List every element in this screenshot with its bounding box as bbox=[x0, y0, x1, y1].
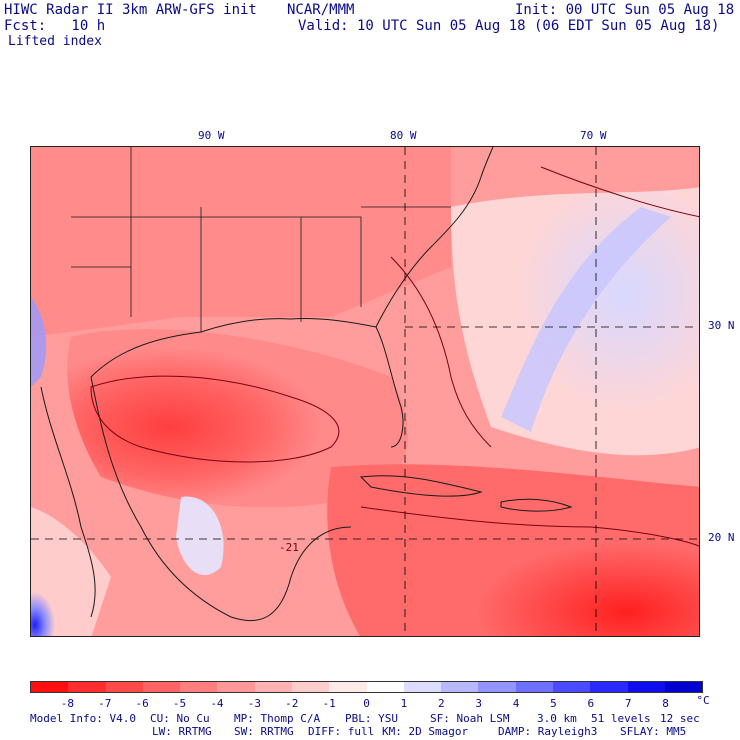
colorbar-tick-label: -4 bbox=[210, 697, 224, 710]
colorbar-tick-label: 0 bbox=[363, 697, 370, 710]
colorbar-tick-label: -3 bbox=[247, 697, 261, 710]
colorbar-swatch bbox=[31, 682, 69, 692]
colorbar-swatch bbox=[664, 682, 703, 692]
colorbar-swatch bbox=[552, 682, 591, 692]
colorbar-swatch bbox=[515, 682, 553, 692]
footer-pbl: PBL: YSU bbox=[345, 712, 398, 725]
footer-levels: 51 levels bbox=[591, 712, 651, 725]
colorbar-tick-label: -2 bbox=[285, 697, 299, 710]
footer-resolution: 3.0 km bbox=[537, 712, 577, 725]
field-gulf bbox=[67, 329, 408, 508]
contour-label: -21 bbox=[279, 541, 299, 554]
colorbar-tick-label: 2 bbox=[437, 697, 445, 710]
field-north-land bbox=[31, 147, 451, 337]
map-canvas: -21 bbox=[31, 147, 699, 636]
colorbar-swatch bbox=[254, 682, 292, 692]
field-atlantic-band bbox=[501, 207, 671, 432]
colorbar-tick-label: 1 bbox=[400, 697, 408, 710]
colorbar-unit-label: °C bbox=[696, 694, 710, 707]
contour-line bbox=[90, 375, 340, 463]
field-mexico-patch bbox=[176, 496, 224, 576]
colorbar-swatch bbox=[590, 682, 628, 692]
colorbar-tick-label: 8 bbox=[662, 697, 669, 710]
state-borders bbox=[71, 147, 451, 332]
colorbar-swatch bbox=[142, 682, 181, 692]
footer-model-info: Model Info: V4.0 bbox=[30, 712, 136, 725]
contour-line bbox=[390, 256, 492, 448]
colorbar-swatch bbox=[627, 682, 665, 692]
model-title: HIWC Radar II 3km ARW-GFS init bbox=[4, 2, 257, 18]
colorbar bbox=[30, 681, 703, 693]
field-caribbean bbox=[327, 464, 699, 636]
colorbar-swatch bbox=[217, 682, 255, 692]
colorbar-swatch bbox=[180, 682, 218, 692]
colorbar-tick-label: -7 bbox=[98, 697, 112, 710]
lifted-index-map: -21 bbox=[30, 146, 700, 637]
us-east-coastline bbox=[375, 147, 494, 328]
contour-line bbox=[540, 166, 699, 218]
colorbar-tick-label: 3 bbox=[475, 697, 482, 710]
colorbar-swatch bbox=[329, 682, 367, 692]
footer-km: KM: 2D Smagor bbox=[382, 725, 469, 738]
footer-shortwave: SW: RRTMG bbox=[234, 725, 294, 738]
cuba-outline bbox=[359, 475, 483, 497]
footer-microphysics: MP: Thomp C/A bbox=[234, 712, 321, 725]
colorbar-tick-label: -8 bbox=[60, 697, 74, 710]
footer-diffusion: DIFF: full bbox=[308, 725, 375, 738]
colorbar-swatch bbox=[403, 682, 442, 692]
colorbar-tick-label: 7 bbox=[624, 697, 632, 710]
colorbar-tick-label: -1 bbox=[322, 697, 336, 710]
hispaniola-outline bbox=[500, 498, 573, 512]
footer-timestep: 12 sec bbox=[660, 712, 700, 725]
colorbar-tick-label: 4 bbox=[512, 697, 520, 710]
footer-surface: SF: Noah LSM bbox=[430, 712, 510, 725]
lat-label-20n: 20 N bbox=[708, 531, 735, 544]
field-west-blue bbox=[31, 297, 47, 387]
colorbar-tick-label: 5 bbox=[550, 697, 557, 710]
footer-damping: DAMP: Rayleigh3 bbox=[498, 725, 598, 738]
colorbar-swatch bbox=[105, 682, 143, 692]
lon-label-70w: 70 W bbox=[580, 129, 607, 142]
init-time: Init: 00 UTC Sun 05 Aug 18 bbox=[515, 2, 735, 18]
organization-label: NCAR/MMM bbox=[287, 2, 355, 18]
mexico-coastline bbox=[90, 376, 352, 622]
field-name: Lifted index bbox=[8, 34, 102, 49]
footer-sflay: SFLAY: MM5 bbox=[620, 725, 687, 738]
valid-time: Valid: 10 UTC Sun 05 Aug 18 (06 EDT Sun … bbox=[298, 18, 720, 34]
colorbar-swatch bbox=[366, 682, 404, 692]
lon-label-90w: 90 W bbox=[198, 129, 225, 142]
colorbar-swatch bbox=[478, 682, 516, 692]
colorbar-tick-label: -5 bbox=[172, 697, 187, 710]
footer-cumulus: CU: No Cu bbox=[150, 712, 210, 725]
colorbar-tick-label: -6 bbox=[135, 697, 149, 710]
colorbar-tick-label: 6 bbox=[587, 697, 595, 710]
colorbar-swatch bbox=[291, 682, 330, 692]
lat-label-30n: 30 N bbox=[708, 319, 735, 332]
footer-longwave: LW: RRTMG bbox=[152, 725, 212, 738]
colorbar-swatch bbox=[68, 682, 106, 692]
us-gulf-coastline bbox=[90, 318, 404, 448]
colorbar-swatch bbox=[441, 682, 479, 692]
west-coast-baja bbox=[40, 386, 96, 618]
forecast-hour: Fcst: 10 h bbox=[4, 18, 106, 34]
contour-line bbox=[360, 506, 699, 547]
lon-label-80w: 80 W bbox=[390, 129, 417, 142]
